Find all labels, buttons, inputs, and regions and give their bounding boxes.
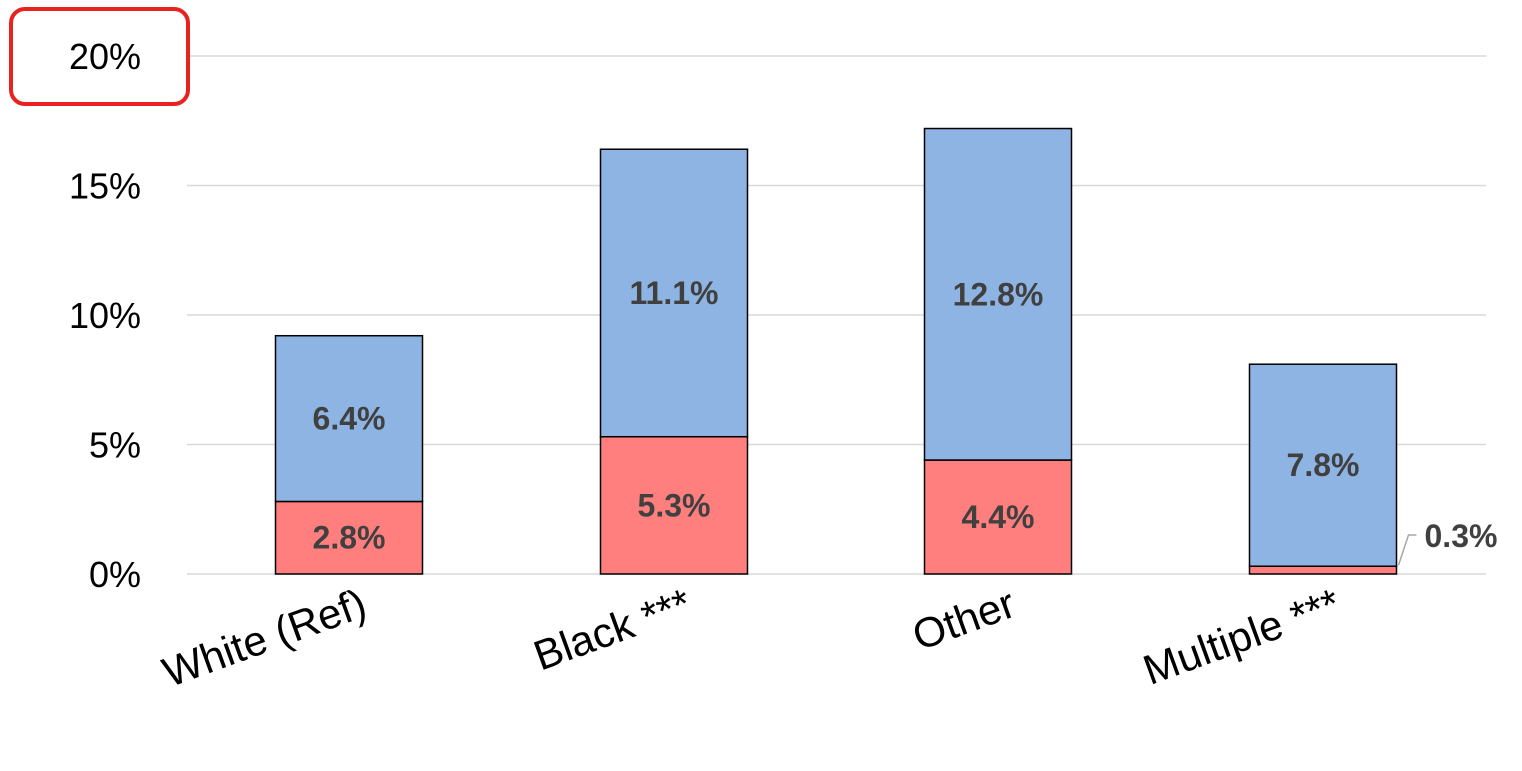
y-tick-label: 0% <box>89 554 141 595</box>
bars <box>274 127 1398 575</box>
y-tick-label: 20% <box>69 36 141 77</box>
y-tick-label: 10% <box>69 295 141 336</box>
leader-line <box>1397 534 1417 566</box>
y-tick-label: 15% <box>69 166 141 207</box>
x-category-label: White (Ref) <box>156 579 372 696</box>
y-axis-ticks: 0% 5% 10% 15% 20% <box>9 7 190 595</box>
x-axis-categories: White (Ref) Black *** Other Multiple *** <box>156 579 1346 696</box>
data-label-bottom: 4.4% <box>962 499 1035 535</box>
x-category-label: Other <box>906 579 1021 659</box>
bar-segment-top <box>923 127 1073 461</box>
bar-segment-bottom <box>599 435 749 575</box>
data-labels: 6.4% 2.8% 11.1% 5.3% 12.8% 4.4% 7.8% 0.3% <box>313 275 1498 566</box>
data-label-bottom: 0.3% <box>1425 518 1498 554</box>
highlight-box <box>9 7 190 106</box>
bar-segment-bottom <box>923 459 1073 575</box>
data-label-top: 6.4% <box>313 401 386 437</box>
x-category-label: Multiple *** <box>1137 579 1346 693</box>
y-tick-label: 5% <box>89 425 141 466</box>
data-label-top: 11.1% <box>630 275 719 311</box>
data-label-top: 7.8% <box>1287 447 1360 483</box>
bar-segment-top <box>1248 363 1398 567</box>
bar-segment-top <box>599 148 749 438</box>
bar-segment-bottom <box>1248 565 1398 575</box>
x-category-label: Black *** <box>527 579 697 679</box>
data-label-top: 12.8% <box>953 276 1044 312</box>
data-label-bottom: 2.8% <box>313 520 386 556</box>
data-label-bottom: 5.3% <box>638 487 711 523</box>
bar-segment-top <box>274 334 424 503</box>
